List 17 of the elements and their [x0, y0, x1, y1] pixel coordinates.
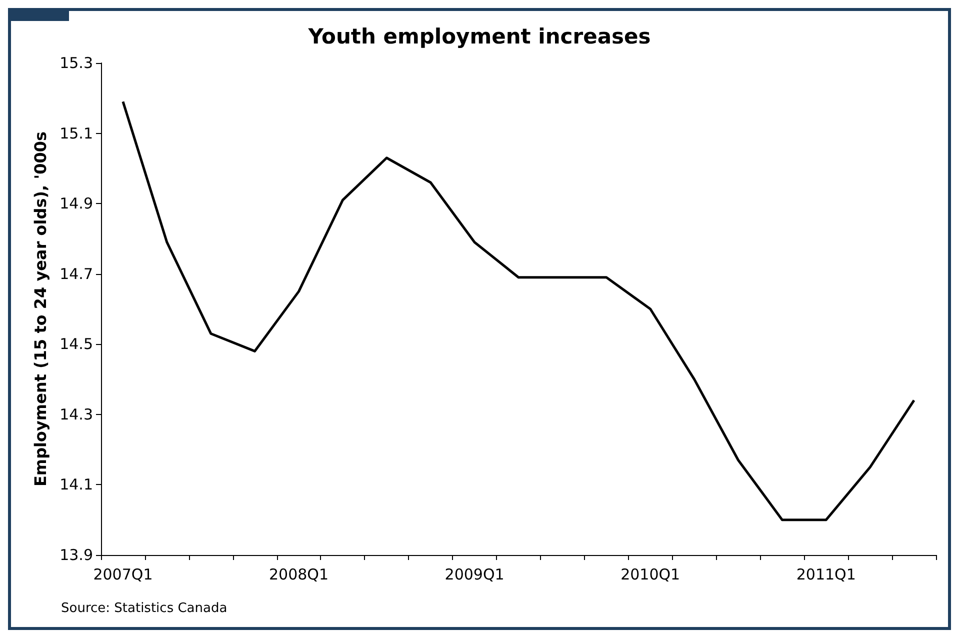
y-tick-label: 13.9: [60, 546, 93, 564]
x-tick-label: 2008Q1: [269, 566, 329, 584]
y-tick-label: 15.3: [60, 54, 93, 72]
y-tick-label: 14.7: [60, 264, 93, 283]
chart-title: Youth employment increases: [307, 24, 651, 48]
x-tick-label: 2010Q1: [620, 566, 680, 584]
line-series: [122, 100, 916, 522]
y-tick-label: 15.1: [60, 124, 93, 142]
y-tick-label: 14.9: [60, 194, 93, 213]
source-note: Source: Statistics Canada: [61, 601, 228, 616]
y-tick-label: 14.5: [60, 335, 93, 354]
y-axis-title: Employment (15 to 24 year olds), '000s: [31, 131, 50, 487]
x-tick-label: 2011Q1: [796, 566, 856, 584]
y-tick-label: 14.3: [60, 405, 93, 424]
y-tick-label: 14.1: [60, 476, 93, 494]
x-tick-label: 2007Q1: [93, 566, 153, 584]
x-tick-label: 2009Q1: [444, 566, 504, 584]
